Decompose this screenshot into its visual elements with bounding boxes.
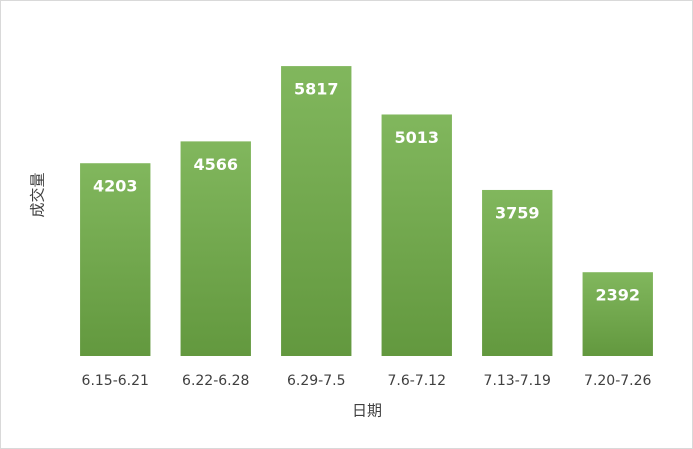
bar-shade	[180, 141, 251, 356]
data-label: 4566	[193, 155, 238, 174]
bar-shade	[281, 66, 352, 356]
x-tick-label: 6.15-6.21	[82, 373, 149, 389]
x-tick-label: 6.29-7.5	[287, 373, 346, 389]
bar-shade	[582, 272, 653, 356]
x-tick-label: 7.6-7.12	[388, 373, 447, 389]
data-label: 4203	[93, 177, 138, 196]
data-label: 5013	[394, 128, 439, 147]
x-axis-title: 日期	[352, 402, 382, 420]
bar-shade	[482, 189, 553, 356]
data-label: 5817	[294, 80, 339, 99]
data-label: 2392	[595, 286, 640, 305]
data-label: 3759	[495, 203, 540, 222]
bar-shade	[80, 163, 151, 356]
y-axis-title: 成交量	[29, 172, 47, 217]
x-tick-label: 6.22-6.28	[182, 373, 249, 389]
bar-shade	[381, 114, 452, 357]
x-tick-label: 7.13-7.19	[484, 373, 551, 389]
x-tick-label: 7.20-7.26	[584, 373, 651, 389]
